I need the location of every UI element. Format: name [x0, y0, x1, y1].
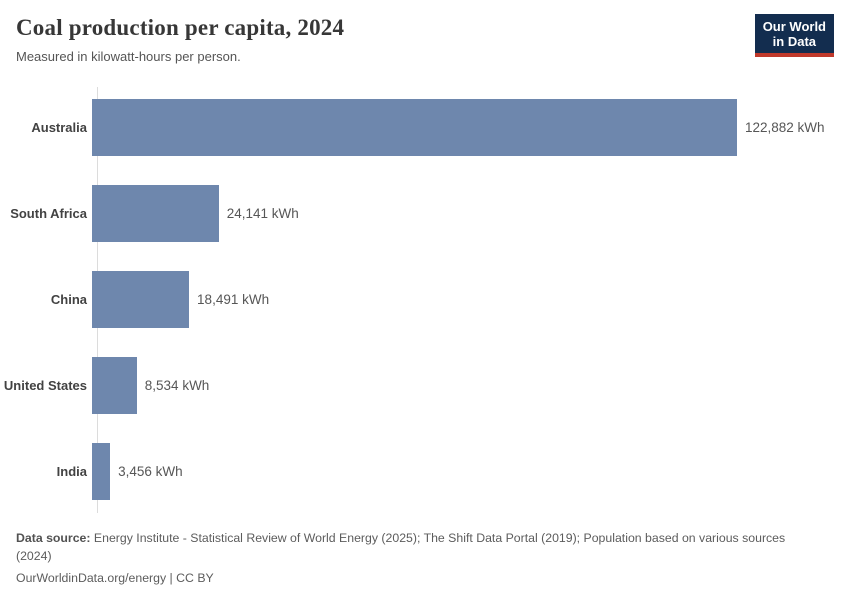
owid-logo-line1: Our World	[762, 19, 826, 34]
bar-value-label: 3,456 kWh	[118, 463, 183, 479]
bar[interactable]	[92, 270, 190, 328]
bar-value-label: 24,141 kWh	[226, 205, 299, 221]
bar-area: 3,456 kWh	[92, 428, 850, 514]
data-source-text: Energy Institute - Statistical Review of…	[16, 531, 786, 563]
owid-logo-line2: in Data	[772, 34, 817, 49]
bar-chart: Australia 122,882 kWh South Africa 24,14…	[0, 84, 850, 514]
page-title: Coal production per capita, 2024	[16, 15, 345, 40]
bar[interactable]	[92, 98, 737, 156]
bar-row-label: Australia	[31, 119, 87, 135]
bar-row-label: South Africa	[10, 205, 87, 221]
bar-row: China 18,491 kWh	[0, 256, 850, 342]
title-block: Coal production per capita, 2024 Measure…	[16, 13, 344, 65]
data-source-note: Data source: Energy Institute - Statisti…	[16, 529, 812, 565]
bar-row: United States 8,534 kWh	[0, 342, 850, 428]
owid-logo: Our World in Data	[754, 14, 834, 57]
chart-subtitle: Measured in kilowatt-hours per person.	[16, 49, 241, 64]
bar-area: 18,491 kWh	[92, 256, 850, 342]
bar-row: India 3,456 kWh	[0, 428, 850, 514]
bar[interactable]	[92, 356, 137, 414]
bar-row-label: United States	[3, 377, 87, 393]
data-source-label: Data source:	[16, 531, 91, 545]
bar-area: 24,141 kWh	[92, 170, 850, 256]
bar-value-label: 18,491 kWh	[197, 291, 270, 307]
bar-value-label: 122,882 kWh	[745, 119, 825, 135]
bar-value-label: 8,534 kWh	[144, 377, 210, 393]
chart-footer: Data source: Energy Institute - Statisti…	[0, 529, 850, 587]
chart-header: Coal production per capita, 2024 Measure…	[0, 0, 850, 65]
bar-area: 122,882 kWh	[92, 84, 850, 170]
bar-area: 8,534 kWh	[92, 342, 850, 428]
bar[interactable]	[92, 442, 111, 500]
bar-row: Australia 122,882 kWh	[0, 84, 850, 170]
bar-row-label: China	[50, 291, 87, 307]
license-link: OurWorldinData.org/energy | CC BY	[16, 571, 214, 585]
bar-row-label: India	[56, 463, 87, 479]
bar-row: South Africa 24,141 kWh	[0, 170, 850, 256]
bar[interactable]	[92, 184, 219, 242]
